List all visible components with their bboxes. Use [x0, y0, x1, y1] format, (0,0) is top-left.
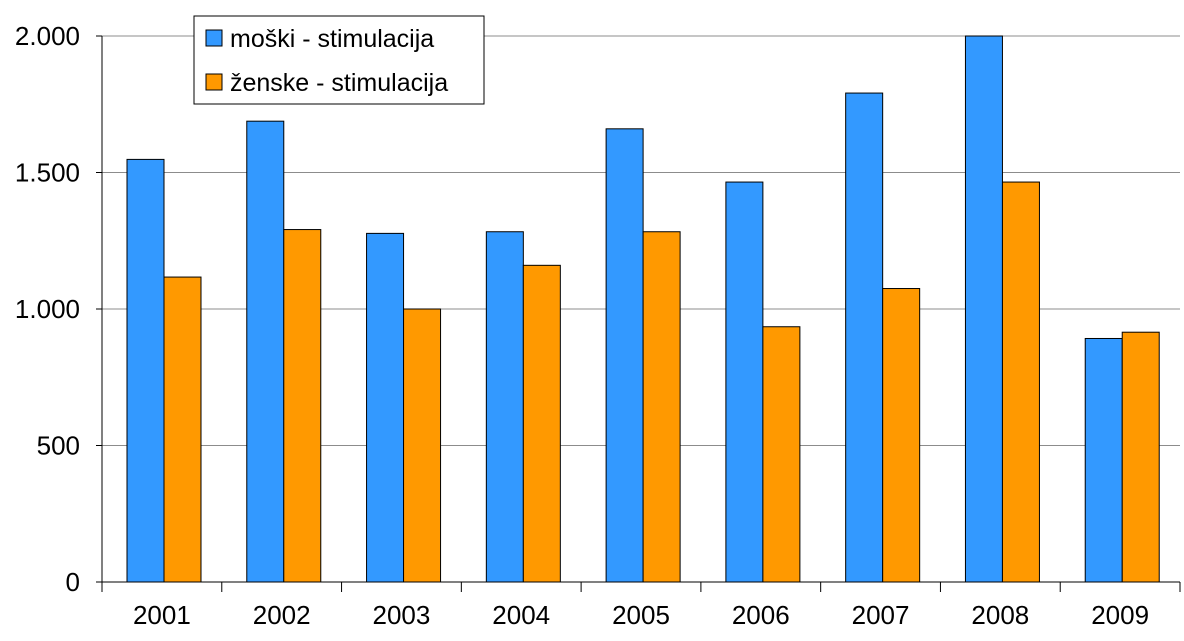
bar-2002-series-2	[283, 229, 322, 583]
bar-2003-series-1	[366, 232, 405, 583]
y-tick-label: 500	[37, 431, 80, 461]
x-tick-label: 2009	[1091, 600, 1149, 630]
bars	[126, 35, 1160, 583]
bar-2005-series-1	[605, 128, 644, 583]
x-tick-label: 2003	[373, 600, 431, 630]
bar-2006-series-1	[725, 181, 764, 583]
bar-2004-series-1	[485, 231, 524, 583]
bar-2001-series-1	[126, 158, 165, 583]
y-tick-label: 2.000	[15, 21, 80, 51]
legend-swatch	[205, 73, 223, 91]
bar-2005-series-2	[642, 231, 681, 583]
bar-2003-series-2	[403, 308, 442, 583]
x-tick-label: 2004	[492, 600, 550, 630]
bar-2008-series-2	[1001, 181, 1040, 583]
legend: moški - stimulacija ženske - stimulacija	[193, 15, 485, 105]
legend-box	[193, 15, 485, 105]
bar-2006-series-2	[762, 326, 801, 583]
x-tick-label: 2006	[732, 600, 790, 630]
bar-2007-series-2	[882, 288, 921, 583]
bar-2008-series-1	[964, 35, 1003, 583]
legend-label: moški - stimulacija	[230, 25, 434, 53]
legend-swatch	[205, 29, 223, 47]
y-tick-label: 1.500	[15, 158, 80, 188]
bar-2009-series-2	[1121, 331, 1160, 583]
bar-2001-series-2	[163, 276, 202, 583]
y-tick-label: 0	[66, 567, 80, 597]
y-tick-label: 1.000	[15, 294, 80, 324]
bar-2007-series-1	[845, 92, 884, 583]
x-tick-label: 2005	[612, 600, 670, 630]
legend-label: ženske - stimulacija	[230, 69, 448, 97]
x-tick-label: 2008	[971, 600, 1029, 630]
x-tick-label: 2002	[253, 600, 311, 630]
bar-2004-series-2	[522, 264, 561, 583]
axes: 0 500 1.000 1.500 2.000 2001 2002 2003 2004 2005 2…	[15, 21, 1181, 630]
bar-2009-series-1	[1084, 337, 1123, 583]
x-tick-label: 2007	[852, 600, 910, 630]
x-tick-label: 2001	[133, 600, 191, 630]
bar-2002-series-1	[246, 120, 285, 583]
